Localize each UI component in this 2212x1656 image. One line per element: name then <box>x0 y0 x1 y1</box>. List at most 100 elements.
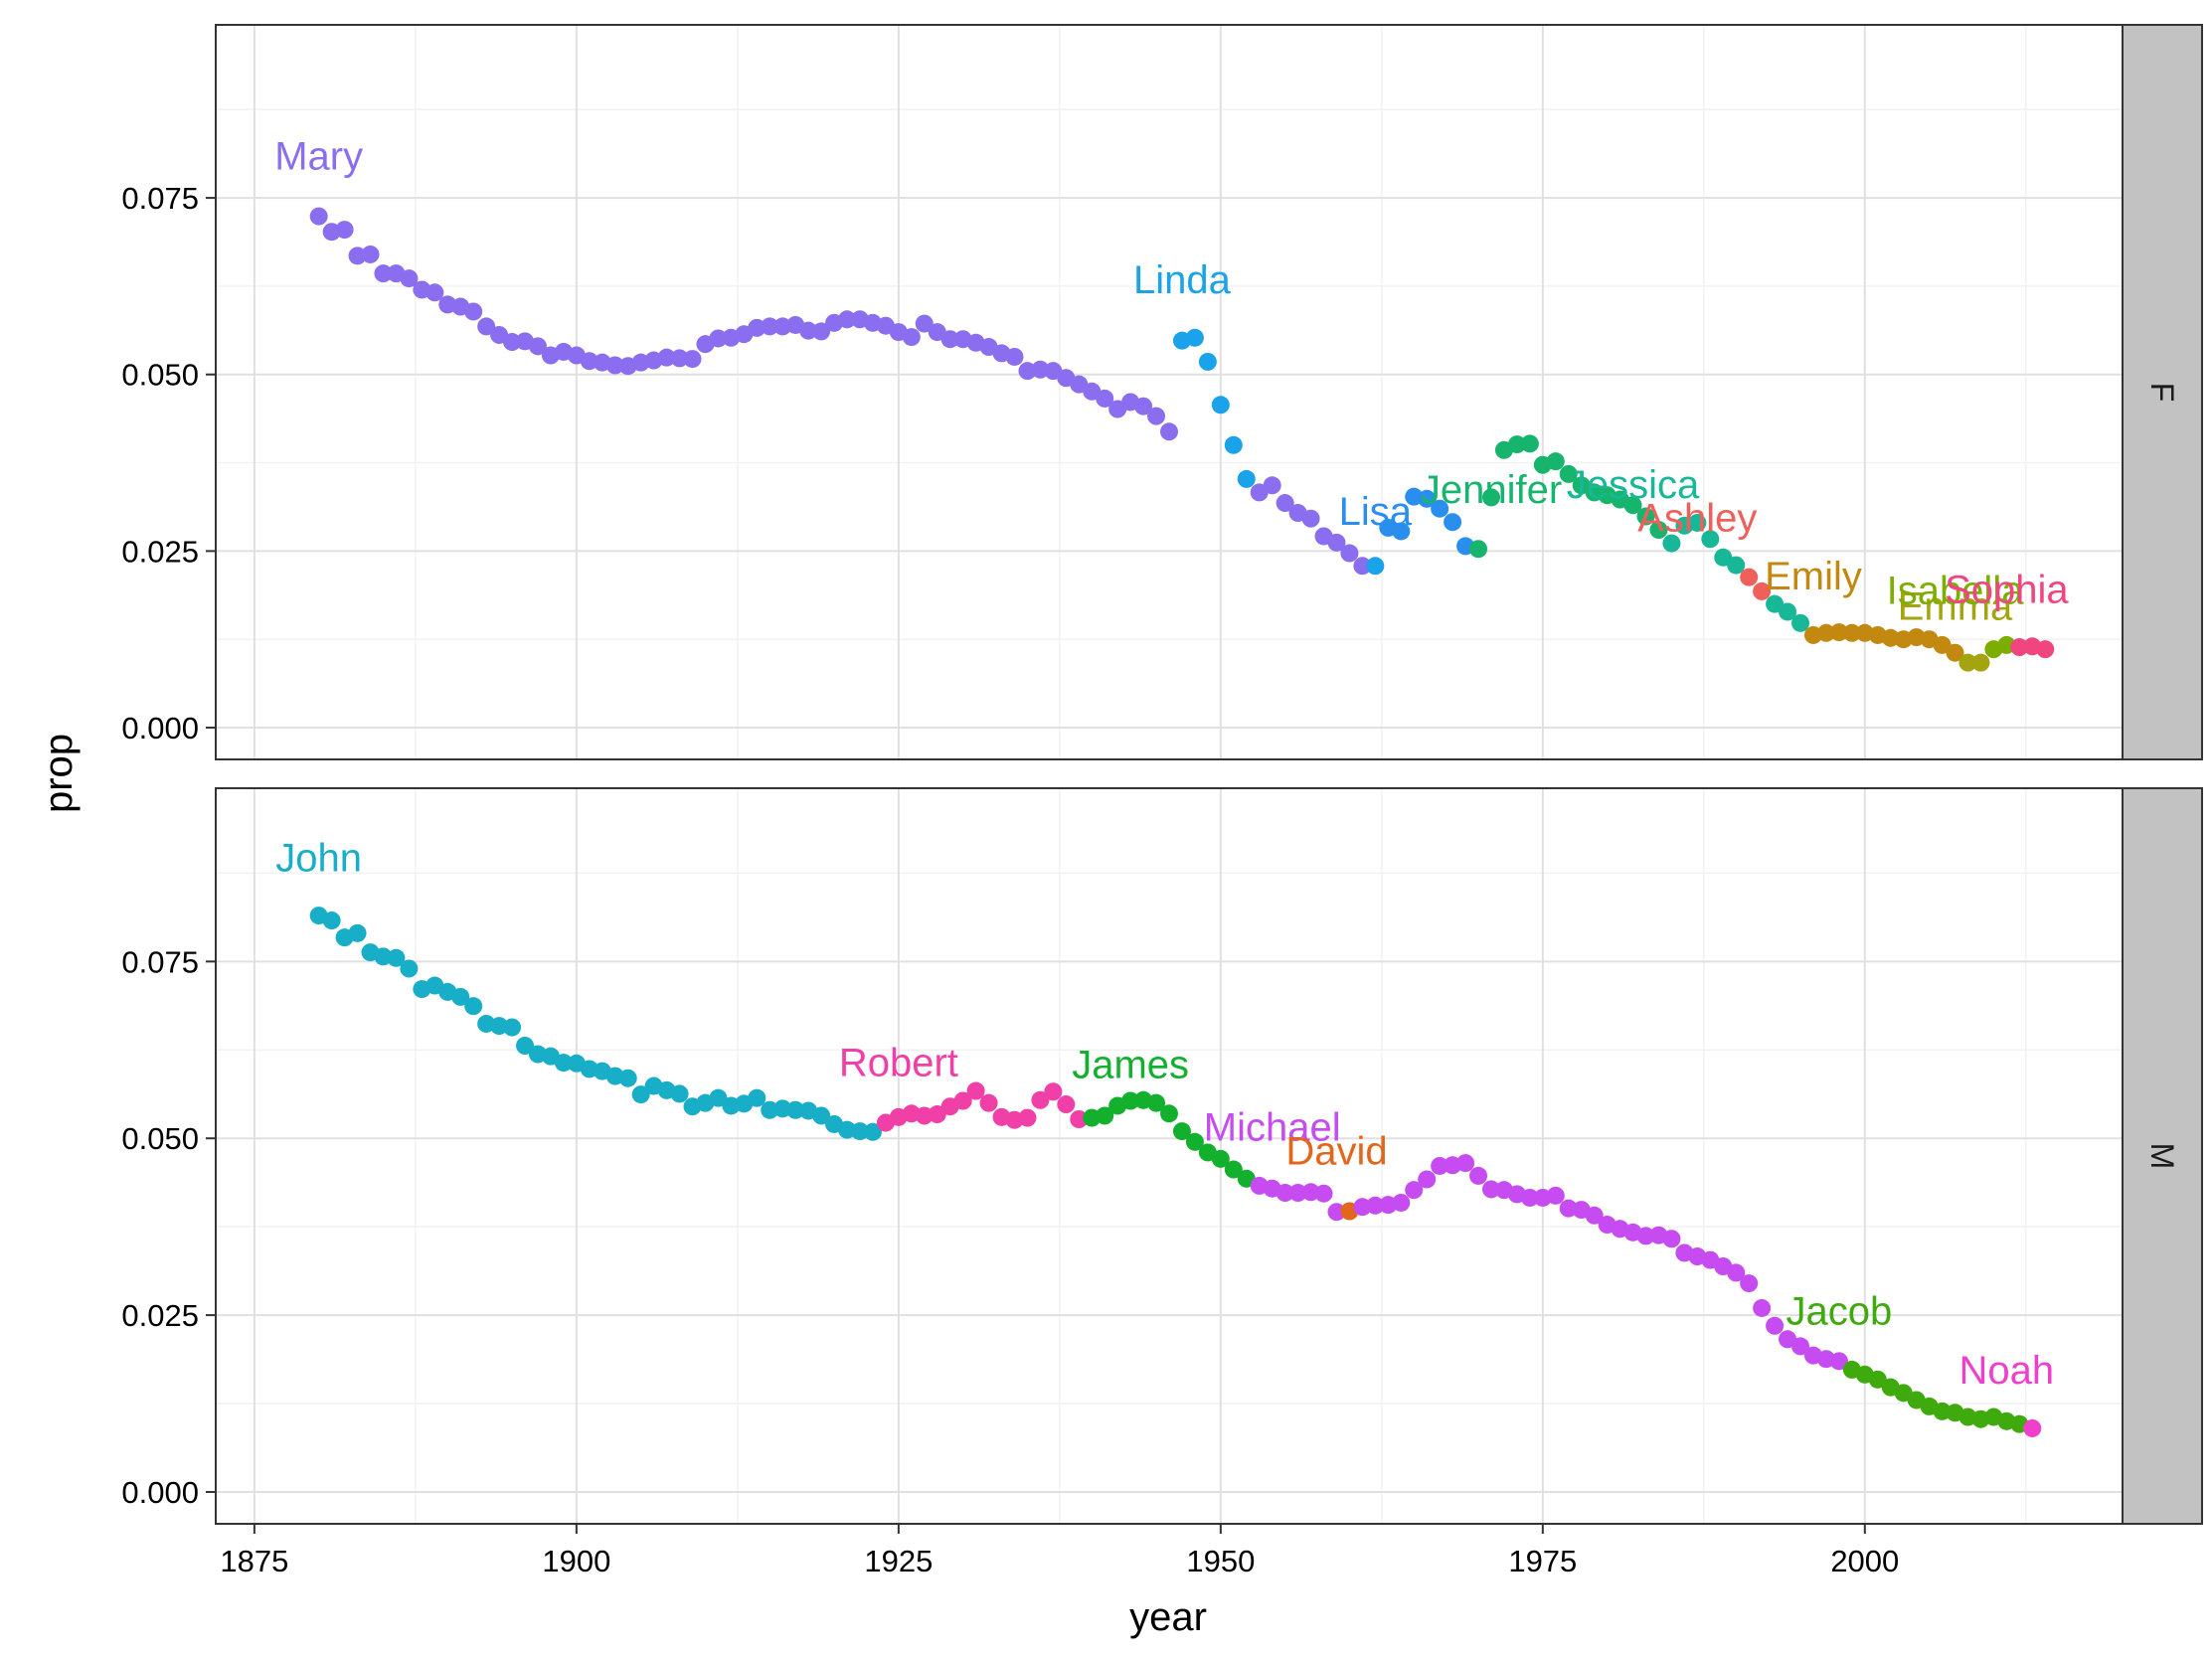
point-label: Noah <box>1959 1349 2055 1393</box>
data-point <box>516 1037 535 1055</box>
data-point <box>1301 1183 1320 1202</box>
data-point <box>1662 534 1681 553</box>
series-mary <box>1250 476 1372 576</box>
data-point <box>657 348 676 367</box>
data-point <box>683 350 702 369</box>
data-point <box>1005 347 1024 366</box>
data-point <box>490 1017 509 1036</box>
data-point <box>1096 1106 1114 1125</box>
data-point <box>1224 1160 1243 1179</box>
point-label: Mary <box>274 135 363 179</box>
data-point <box>1727 1263 1746 1282</box>
series-michael <box>1250 1176 1346 1222</box>
data-point <box>786 1100 805 1119</box>
data-point <box>940 330 959 349</box>
data-point <box>1327 1203 1346 1222</box>
data-point <box>374 264 393 283</box>
data-point <box>928 1105 946 1124</box>
data-point <box>1418 1170 1437 1189</box>
data-point <box>1701 530 1720 549</box>
point-label: Linda <box>1133 258 1232 302</box>
data-point <box>1031 1090 1050 1109</box>
data-point <box>1044 1082 1063 1101</box>
data-point <box>1392 522 1411 541</box>
y-tick-label: 0.000 <box>121 711 199 745</box>
point-label: Sophia <box>1945 568 2069 611</box>
data-point <box>528 337 547 356</box>
data-point <box>1340 544 1359 563</box>
data-point <box>1766 594 1785 613</box>
panel-background <box>216 25 2123 759</box>
x-axis: 1875 1900 1925 1950 1975 2000 <box>220 1524 1899 1578</box>
y-tick-label: 0.025 <box>121 534 199 569</box>
data-point <box>1211 1149 1230 1168</box>
data-point <box>748 1088 766 1107</box>
data-point <box>1791 613 1810 632</box>
data-point <box>773 317 792 336</box>
data-point <box>477 317 496 336</box>
data-point <box>1958 653 1977 672</box>
data-point <box>1263 476 1281 495</box>
point-label: Jennifer <box>1421 468 1562 512</box>
facet-strip <box>2122 24 2203 760</box>
data-point <box>1431 1156 1449 1175</box>
data-point <box>1327 533 1346 552</box>
data-point <box>1520 434 1539 453</box>
data-point <box>348 247 367 265</box>
y-tick-label: 0.050 <box>121 358 199 393</box>
data-point <box>1933 635 1952 654</box>
data-point <box>554 1054 573 1073</box>
data-point <box>1481 488 1500 507</box>
data-point <box>1507 435 1526 454</box>
data-point <box>1740 568 1759 586</box>
x-tick-label: 2000 <box>1830 1544 1899 1578</box>
data-point <box>1636 1227 1655 1245</box>
data-point <box>1198 352 1217 371</box>
x-tick-label: 1900 <box>542 1544 610 1578</box>
point-label: Jessica <box>1567 463 1700 507</box>
data-point <box>1147 1093 1166 1112</box>
data-point <box>709 1088 728 1107</box>
data-point <box>709 329 728 348</box>
data-point <box>761 317 779 336</box>
data-point <box>979 1093 998 1112</box>
y-tick-label: 0.000 <box>121 1475 199 1510</box>
data-point <box>1971 653 1990 672</box>
facet-strip-label: M <box>2144 1143 2180 1170</box>
series-robert <box>876 1081 1089 1132</box>
data-point <box>1288 1184 1307 1202</box>
data-point <box>1405 1181 1424 1200</box>
data-point <box>1481 1180 1500 1199</box>
point-label: Lisa <box>1339 490 1413 534</box>
data-point <box>1444 513 1462 532</box>
panel-male: 0.000 0.025 0.050 0.075 John Robert James Micha… <box>121 787 2203 1525</box>
y-axis-title: prop <box>37 734 81 813</box>
data-point <box>1237 469 1256 488</box>
data-point <box>1147 407 1166 425</box>
series-linda <box>1366 557 1385 576</box>
point-label: Isabella <box>1887 570 2025 613</box>
x-tick-label: 1875 <box>220 1544 288 1578</box>
x-tick-label: 1925 <box>864 1544 933 1578</box>
data-point <box>1816 623 1835 642</box>
data-point <box>1791 1337 1810 1356</box>
facet-strip-label: F <box>2144 383 2180 403</box>
series-ashley <box>1740 568 1772 600</box>
data-point <box>1829 1352 1848 1371</box>
data-point <box>2010 638 2029 657</box>
y-tick-label: 0.050 <box>121 1121 199 1156</box>
data-point <box>838 1120 857 1139</box>
data-point <box>1031 360 1050 379</box>
series-sophia <box>2010 637 2055 659</box>
point-label: Jacob <box>1787 1289 1893 1333</box>
data-point <box>670 1084 689 1103</box>
data-point <box>451 987 470 1006</box>
data-point <box>670 349 689 368</box>
data-point <box>953 1091 972 1110</box>
data-point <box>1469 1166 1488 1185</box>
data-point <box>1649 521 1668 540</box>
data-point <box>1185 1132 1204 1151</box>
data-point <box>1662 1230 1681 1248</box>
data-point <box>1276 1184 1294 1202</box>
data-point <box>1946 643 1964 662</box>
